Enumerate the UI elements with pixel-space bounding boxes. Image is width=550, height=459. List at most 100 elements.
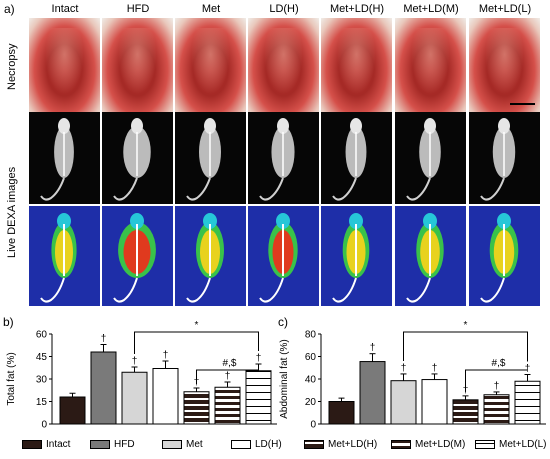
y-axis-label: Total fat (%) [6,352,17,405]
bar [328,401,355,425]
bar [421,379,448,425]
y-tick-label: 80 [305,330,317,341]
bar [183,391,210,425]
legend-item: Met [162,439,203,450]
legend-swatch [391,440,411,449]
hash-marker: #,$ [223,358,237,369]
y-tick-label: 60 [305,352,317,363]
legend-label: LD(H) [255,439,282,450]
legend-label: Intact [46,439,71,450]
dagger-marker: † [494,381,500,392]
dexa-xray-image [248,112,319,204]
y-tick-label: 0 [41,420,47,431]
bar [390,380,417,425]
necropsy-photo [395,18,466,113]
bar [245,370,272,425]
dexa-xray-image [469,112,540,204]
star-marker: * [195,320,199,331]
necropsy-photo [321,18,392,113]
group-header: LD(H) [269,3,299,15]
group-header: Met+LD(L) [478,3,532,15]
hash-bracket [465,369,528,392]
y-tick-label: 0 [310,420,316,431]
necropsy-photo [102,18,173,113]
legend-swatch [22,440,42,449]
dagger-marker: † [225,371,231,382]
dagger-marker: † [163,350,169,361]
legend-item: LD(H) [231,439,282,450]
legend-swatch [162,440,182,449]
y-axis-label: Abdominal fat (%) [279,339,290,418]
legend-item: Met+LD(L) [475,439,547,450]
legend-item: HFD [90,439,135,450]
legend-item: Met+LD(H) [304,439,377,450]
legend-label: Met [186,439,203,450]
necropsy-photo [469,18,540,113]
group-header: HFD [126,3,150,15]
row-label-necropsy: Necropsy [6,43,18,90]
dexa-xray-image [102,112,173,204]
dexa-color-image [321,206,392,306]
bar [359,361,386,425]
legend-swatch [90,440,110,449]
legend-swatch [304,440,324,449]
bar [121,371,148,425]
legend-label: Met+LD(L) [499,439,547,450]
dexa-xray-image [29,112,100,204]
significance-bracket [134,331,259,354]
dexa-color-image [175,206,246,306]
dagger-marker: † [256,353,262,364]
bar [152,368,179,425]
bar [90,351,117,425]
dexa-color-image [102,206,173,306]
significance-bracket [403,331,528,362]
dexa-xray-image [395,112,466,204]
necropsy-photo [29,18,100,113]
hash-marker: #,$ [492,358,506,369]
legend-label: Met+LD(H) [328,439,378,450]
legend-item: Met+LD(M) [391,439,465,450]
legend-swatch [231,440,251,449]
dagger-marker: † [525,364,531,375]
legend-item: Intact [22,439,70,450]
bar [214,386,241,425]
row-label-dexa: Live DEXA images [6,166,18,258]
bar [452,399,479,425]
legend-label: Met+LD(M) [415,439,466,450]
dagger-marker: † [132,356,138,367]
dagger-marker: † [370,343,376,354]
legend-swatch [475,440,495,449]
legend-label: HFD [114,439,135,450]
dagger-marker: † [101,334,107,345]
y-tick-label: 45 [36,352,48,363]
dexa-color-image [395,206,466,306]
necropsy-photo [175,18,246,113]
dexa-xray-image [175,112,246,204]
bar [483,394,510,425]
group-header: Met [201,3,221,15]
dexa-color-image [469,206,540,306]
dexa-xray-image [321,112,392,204]
panel-label: c) [278,315,288,329]
scale-bar [510,103,535,105]
dagger-marker: † [401,363,407,374]
star-marker: * [464,320,468,331]
panel-label: b) [3,315,14,329]
group-header: Intact [51,3,79,15]
group-header: Met+LD(H) [329,3,385,15]
y-tick-label: 15 [36,397,48,408]
necropsy-photo [248,18,319,113]
y-tick-label: 20 [305,397,317,408]
hash-bracket [196,369,259,384]
dagger-marker: † [432,363,438,374]
dexa-color-image [248,206,319,306]
group-header: Met+LD(M) [403,3,459,15]
y-tick-label: 60 [36,330,48,341]
panel-a-label: a) [4,2,15,16]
y-tick-label: 40 [305,375,317,386]
bar [514,380,541,425]
bar [59,396,86,425]
dexa-color-image [29,206,100,306]
